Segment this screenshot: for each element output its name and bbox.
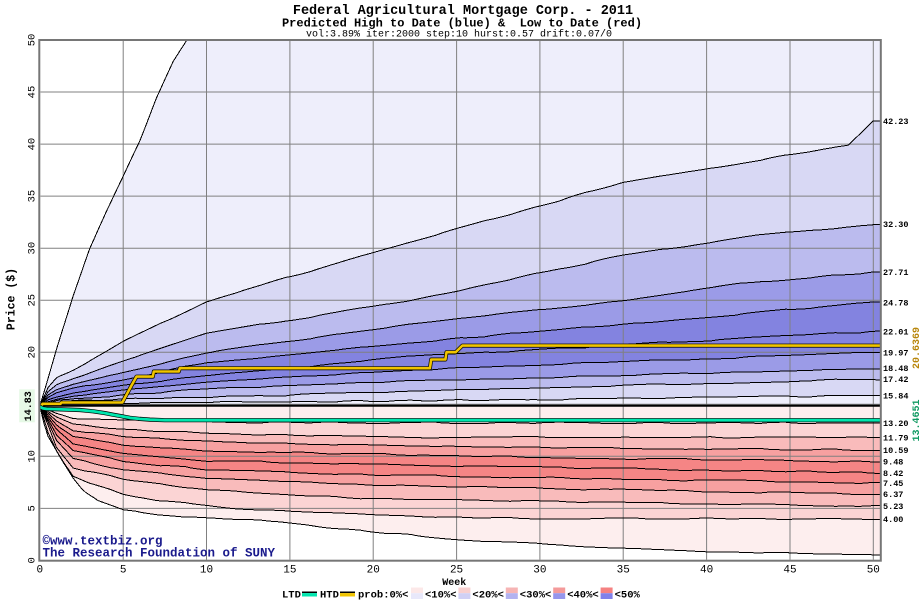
svg-text:<20%<: <20%< [472, 590, 504, 601]
svg-text:HTD: HTD [320, 590, 339, 601]
svg-text:32.30: 32.30 [883, 220, 909, 230]
svg-text:13.20: 13.20 [883, 419, 909, 429]
svg-text:45: 45 [783, 564, 796, 576]
svg-text:0: 0 [36, 564, 43, 576]
svg-text:15.84: 15.84 [883, 392, 909, 402]
svg-text:Predicted High to Date (blue): Predicted High to Date (blue) & Low to D… [282, 17, 642, 31]
svg-text:30: 30 [533, 564, 546, 576]
svg-text:The Research Foundation of SUN: The Research Foundation of SUNY [43, 546, 276, 560]
svg-text:20.6369: 20.6369 [912, 327, 920, 369]
svg-text:20: 20 [367, 564, 380, 576]
svg-text:5: 5 [120, 564, 127, 576]
svg-text:10: 10 [27, 450, 39, 463]
svg-text:<10%<: <10%< [425, 590, 457, 601]
svg-text:45: 45 [27, 86, 39, 99]
svg-text:42.23: 42.23 [883, 117, 909, 127]
svg-text:17.42: 17.42 [883, 375, 909, 385]
svg-text:<40%<: <40%< [567, 590, 599, 601]
svg-text:6.37: 6.37 [883, 490, 903, 500]
svg-text:Federal Agricultural Mortgage: Federal Agricultural Mortgage Corp. - 20… [293, 4, 633, 19]
svg-text:Week: Week [442, 577, 466, 589]
svg-text:7.45: 7.45 [883, 479, 903, 489]
svg-text:25: 25 [27, 294, 39, 307]
svg-text:18.48: 18.48 [883, 364, 909, 374]
svg-text:8.42: 8.42 [883, 469, 903, 479]
svg-text:19.97: 19.97 [883, 349, 909, 359]
svg-text:5: 5 [27, 505, 39, 511]
svg-text:Price ($): Price ($) [6, 268, 19, 330]
svg-text:vol:3.89% iter:2000 step:10 hu: vol:3.89% iter:2000 step:10 hurst:0.57 d… [306, 29, 612, 41]
svg-text:<50%: <50% [615, 590, 641, 601]
svg-text:13.4651: 13.4651 [912, 399, 920, 441]
svg-text:50: 50 [27, 34, 39, 47]
svg-text:22.01: 22.01 [883, 327, 909, 337]
svg-text:LTD: LTD [282, 590, 301, 601]
svg-text:24.78: 24.78 [883, 298, 909, 308]
svg-text:20: 20 [27, 346, 39, 359]
svg-text:5.23: 5.23 [883, 502, 903, 512]
svg-text:40: 40 [700, 564, 713, 576]
svg-text:14.83: 14.83 [24, 391, 35, 421]
svg-text:©www.textbiz.org: ©www.textbiz.org [43, 535, 163, 549]
svg-text:35: 35 [617, 564, 630, 576]
svg-text:15: 15 [283, 564, 296, 576]
svg-text:4.00: 4.00 [883, 515, 903, 525]
svg-text:35: 35 [27, 190, 39, 203]
svg-text:25: 25 [450, 564, 463, 576]
svg-text:30: 30 [27, 242, 39, 255]
svg-text:40: 40 [27, 138, 39, 151]
svg-text:9.48: 9.48 [883, 458, 903, 468]
svg-text:11.79: 11.79 [883, 434, 909, 444]
svg-text:0: 0 [27, 557, 39, 563]
svg-text:27.71: 27.71 [883, 268, 909, 278]
svg-text:<30%<: <30%< [520, 590, 552, 601]
svg-text:10.59: 10.59 [883, 446, 909, 456]
svg-text:prob:0%<: prob:0%< [358, 590, 408, 601]
svg-text:10: 10 [200, 564, 213, 576]
svg-text:50: 50 [867, 564, 880, 576]
